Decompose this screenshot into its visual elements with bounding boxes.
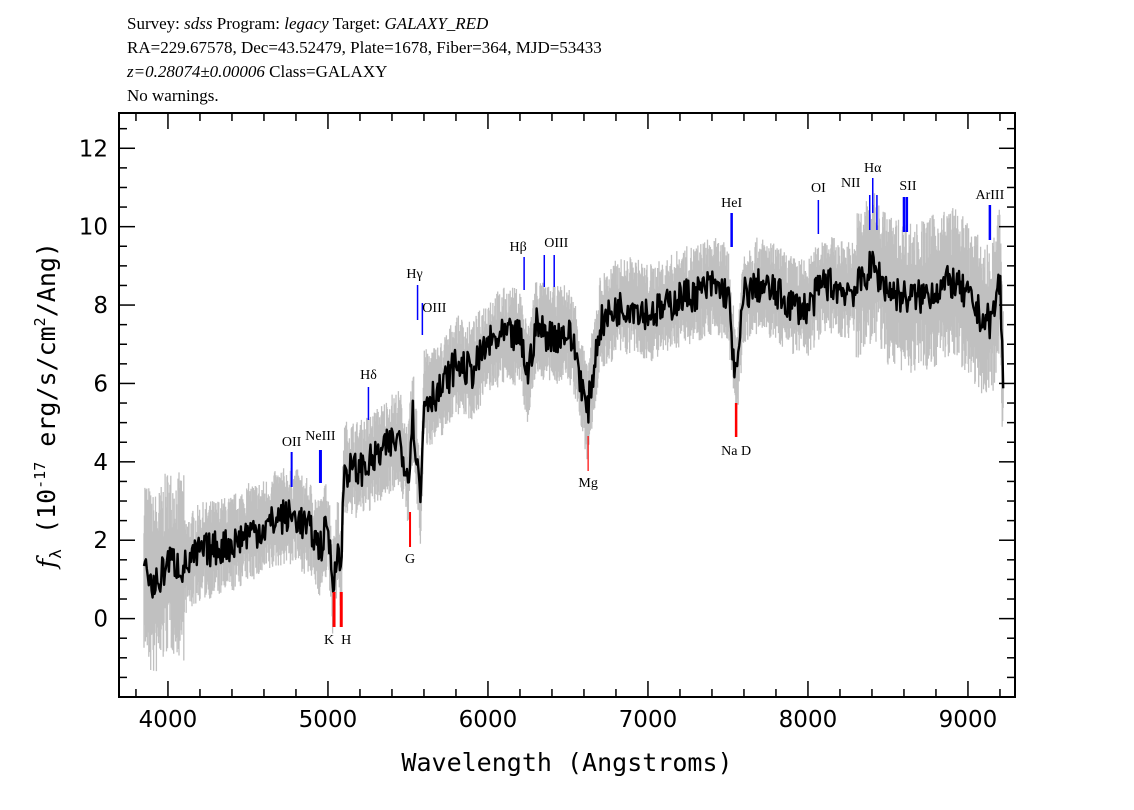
y-axis-subscript: λ <box>46 549 65 559</box>
y-axis-exponent: -17 <box>31 462 49 489</box>
y-axis-exponent-2: 2 <box>31 317 49 326</box>
spectral-line-label: OII <box>282 435 302 450</box>
plot-frame <box>118 112 1016 698</box>
axis-ticks: 4000 5000 6000 7000 8000 9000 0 2 4 6 8 10 12 <box>79 113 1015 733</box>
x-tick-label: 7000 <box>619 707 678 733</box>
program-label: Program: <box>216 14 281 33</box>
spectral-line-label: G <box>405 552 415 567</box>
y-axis-text-a: (10 <box>32 489 61 549</box>
y-axis-symbol: f <box>32 555 61 570</box>
spectral-line-label: NeIII <box>305 429 336 444</box>
y-axis-text-c: /Ang) <box>32 242 61 317</box>
spectral-line-label: SII <box>899 179 916 194</box>
plot-layer: OIINeIIIHδHγOIIIHβOIIIHeIOINIIHαNIISIIAr… <box>142 0 1005 672</box>
header-line-warnings: No warnings. <box>127 86 219 105</box>
spectral-line-label: K <box>324 633 334 648</box>
spectral-line-label: OIII <box>422 301 446 316</box>
class-value: Class=GALAXY <box>269 62 388 81</box>
survey-label: Survey: <box>127 14 180 33</box>
spectral-line-label: HeI <box>721 196 742 211</box>
spectral-line-label: OI <box>811 181 826 196</box>
spectral-line-label: Na D <box>721 444 751 459</box>
header-line-coordinates: RA=229.67578, Dec=43.52479, Plate=1678, … <box>127 38 602 57</box>
redshift-value: z=0.28074±0.00006 <box>127 62 265 81</box>
y-axis-title: fλ (10-17 erg/s/cm2/Ang) <box>31 242 65 570</box>
x-axis-title: Wavelength (Angstroms) <box>401 748 732 777</box>
x-tick-label: 6000 <box>459 707 518 733</box>
target-label: Target: <box>332 14 381 33</box>
y-tick-label: 0 <box>93 607 108 633</box>
y-tick-label: 8 <box>93 293 108 319</box>
spectral-line-label: ArIII <box>975 188 1004 203</box>
header-line-redshift: z=0.28074±0.00006 Class=GALAXY <box>127 60 602 84</box>
y-tick-label: 10 <box>79 215 108 241</box>
spectral-line-label: Mg <box>578 476 597 491</box>
spectral-line-label: Hα <box>864 161 882 176</box>
spectral-line-label: H <box>341 633 351 648</box>
spectral-line-label: NII <box>867 0 887 4</box>
y-axis-text-b: erg/s/cm <box>32 326 61 461</box>
spectral-line-label: NII <box>841 176 861 191</box>
y-tick-label: 6 <box>93 371 108 397</box>
header-line-survey: Survey: sdss Program: legacy Target: GAL… <box>127 12 602 36</box>
spectrum-header: Survey: sdss Program: legacy Target: GAL… <box>127 12 602 108</box>
x-tick-label: 8000 <box>779 707 838 733</box>
target-value: GALAXY_RED <box>384 14 489 33</box>
program-value: legacy <box>284 14 329 33</box>
x-tick-label: 5000 <box>299 707 358 733</box>
y-tick-label: 2 <box>93 528 108 554</box>
y-tick-label: 4 <box>93 450 108 476</box>
survey-value: sdss <box>184 14 213 33</box>
spectral-line-label: Hγ <box>406 267 422 282</box>
spectral-line-label: OIII <box>544 236 568 251</box>
x-tick-label: 9000 <box>939 707 998 733</box>
x-tick-label: 4000 <box>139 707 198 733</box>
spectral-line-annotations: OIINeIIIHδHγOIIIHβOIIIHeIOINIIHαNIISIIAr… <box>282 0 1005 648</box>
flux-line <box>142 250 1005 599</box>
spectral-line-label: Hδ <box>360 368 377 383</box>
spectral-line-label: Hβ <box>510 240 527 255</box>
y-tick-label: 12 <box>79 136 108 162</box>
